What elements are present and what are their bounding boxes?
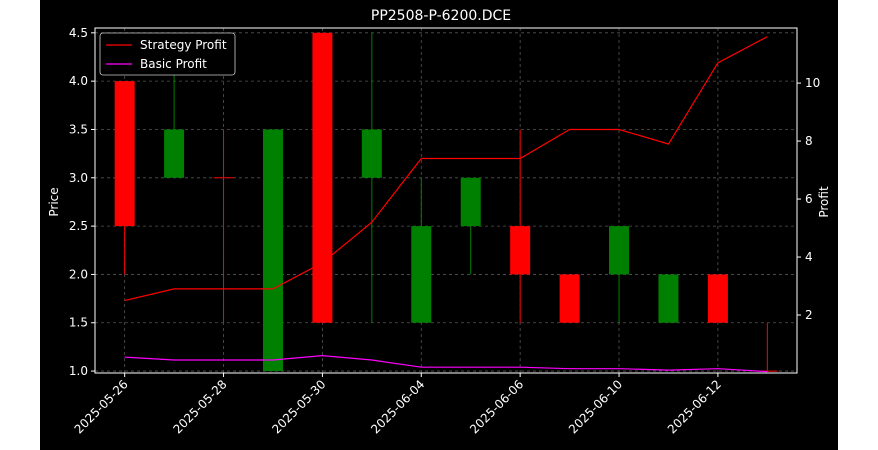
candle-body	[312, 33, 332, 323]
y-tick-label: 3.0	[69, 171, 88, 185]
y-tick-label: 2.0	[69, 267, 88, 281]
candle-body	[164, 129, 184, 177]
candle-body	[411, 226, 431, 323]
candles	[115, 33, 778, 371]
x-tick-label: 2025-05-30	[269, 377, 328, 436]
legend: Strategy Profit Basic Profit	[100, 33, 235, 75]
candle-body	[362, 129, 382, 177]
y2-axis-label: Profit	[817, 186, 831, 218]
y-tick-label: 3.5	[69, 122, 88, 136]
y2-tick-label: 2	[805, 308, 813, 322]
x-tick-label: 2025-06-12	[665, 377, 724, 436]
candle-body	[708, 274, 728, 322]
ticks: 1.0 1.5 2.0 2.5 3.0 3.5 4.0 4.5 2 4 6 8 10 2025-05-26…	[69, 26, 820, 437]
y2-tick-label: 4	[805, 250, 813, 264]
y2-tick-label: 6	[805, 192, 813, 206]
x-tick-label: 2025-06-06	[467, 377, 526, 436]
y-axis-label: Price	[47, 187, 61, 216]
y2-tick-label: 8	[805, 134, 813, 148]
x-tick-label: 2025-05-28	[170, 377, 229, 436]
candle-body	[658, 274, 678, 322]
candle-body	[115, 81, 135, 226]
candle-body	[510, 226, 530, 274]
series-line-1	[125, 356, 768, 372]
y-tick-label: 1.5	[69, 316, 88, 330]
candle-body	[609, 226, 629, 274]
candle-body	[560, 274, 580, 322]
x-tick-label: 2025-06-10	[566, 377, 625, 436]
y-tick-label: 4.0	[69, 74, 88, 88]
grid	[95, 28, 797, 373]
legend-label: Strategy Profit	[140, 38, 227, 52]
candlestick-chart: 1.0 1.5 2.0 2.5 3.0 3.5 4.0 4.5 2 4 6 8 10 2025-05-26…	[40, 0, 838, 450]
candle-body	[461, 178, 481, 226]
chart-title: PP2508-P-6200.DCE	[371, 8, 511, 24]
candle-body	[263, 129, 283, 371]
x-tick-label: 2025-06-04	[368, 377, 427, 436]
y-tick-label: 4.5	[69, 26, 88, 40]
legend-label: Basic Profit	[140, 57, 207, 71]
chart-figure: 1.0 1.5 2.0 2.5 3.0 3.5 4.0 4.5 2 4 6 8 10 2025-05-26…	[40, 0, 838, 450]
y-tick-label: 2.5	[69, 219, 88, 233]
x-tick-label: 2025-05-26	[72, 377, 131, 436]
plot-frame	[95, 28, 797, 373]
y-tick-label: 1.0	[69, 364, 88, 378]
series-line-0	[125, 37, 768, 301]
y2-tick-label: 10	[805, 76, 820, 90]
